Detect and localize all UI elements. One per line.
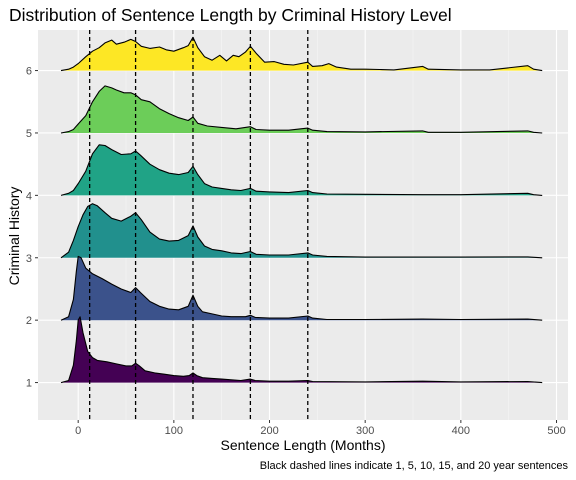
density-ridge-level-6 [60, 36, 543, 72]
y-tick-label: 1 [26, 378, 32, 390]
density-ridge-level-4 [60, 144, 543, 196]
ridge-outline-level-1 [60, 316, 543, 384]
reference-lines [89, 30, 309, 420]
density-ridge-level-3 [60, 203, 543, 259]
density-ridge-level-5 [60, 85, 543, 134]
x-tick-label: 400 [452, 425, 470, 437]
x-tick-label: 200 [260, 425, 278, 437]
ridge-fill-level-4 [61, 144, 543, 196]
ridge-fill-level-1 [61, 316, 543, 383]
x-axis-label: Sentence Length (Months) [220, 437, 386, 453]
y-tick-label: 5 [26, 128, 32, 140]
ridge-outline-level-6 [60, 36, 543, 72]
chart-caption: Black dashed lines indicate 1, 5, 10, 15… [259, 460, 568, 472]
ridge-outline-level-2 [60, 255, 543, 321]
x-tick-label: 300 [356, 425, 374, 437]
y-tick-label: 3 [26, 253, 32, 265]
ridge-fill-level-5 [61, 85, 543, 133]
ridge-fill-level-6 [61, 37, 543, 71]
y-tick-label: 6 [26, 66, 32, 78]
ridge-outline-level-5 [60, 85, 543, 134]
y-axis-ticks: 1 2 3 4 5 6 [26, 66, 38, 390]
x-tick-label: 100 [165, 425, 183, 437]
x-tick-label: 0 [75, 425, 81, 437]
ridge-fill-level-2 [61, 256, 543, 321]
chart-title: Distribution of Sentence Length by Crimi… [9, 5, 452, 25]
ridge-outline-level-3 [60, 203, 543, 259]
density-ridge-level-2 [60, 255, 543, 321]
y-tick-label: 4 [26, 190, 32, 202]
x-axis-ticks: 0 100 200 300 400 500 [75, 420, 566, 437]
density-ridge-level-1 [60, 316, 543, 384]
ridge-fill-level-3 [61, 203, 543, 258]
y-tick-label: 2 [26, 315, 32, 327]
x-tick-label: 500 [547, 425, 565, 437]
ridge-outline-level-4 [60, 144, 543, 196]
density-ridges [60, 36, 543, 384]
